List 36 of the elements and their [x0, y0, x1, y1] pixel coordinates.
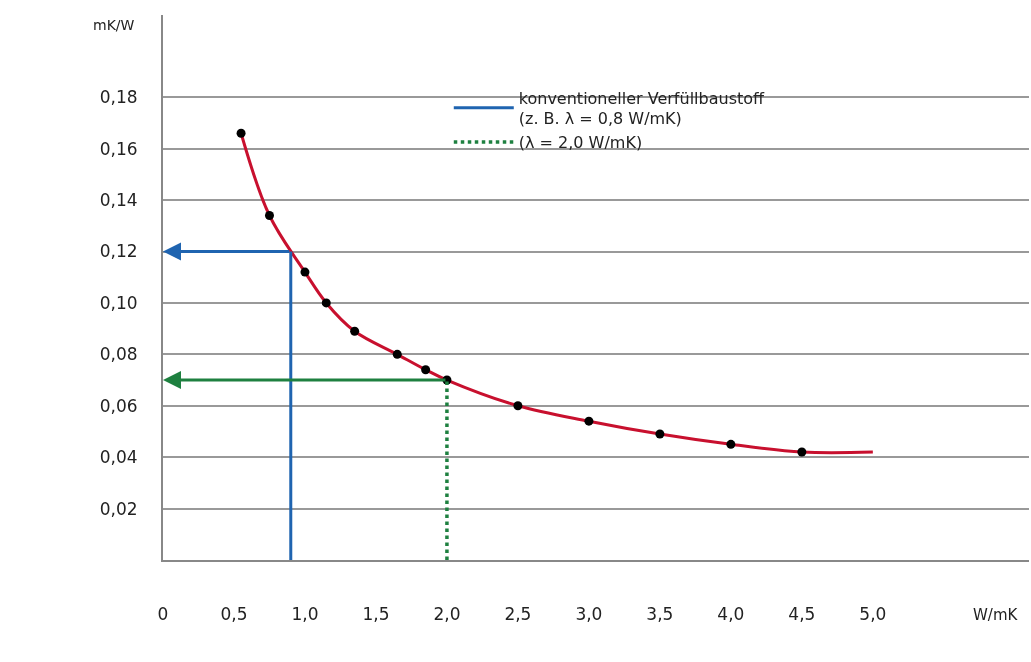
point: [300, 267, 310, 277]
x-tick-label: 3,5: [646, 604, 674, 625]
x-tick-label: 2,5: [504, 604, 532, 625]
x-tick-label: 0,5: [220, 604, 248, 625]
x-tick-label: 1,5: [362, 604, 390, 625]
y-tick-label: 0,10: [99, 292, 138, 313]
point: [726, 439, 736, 449]
y-tick-label: 0,12: [99, 241, 138, 262]
x-axis-title: W/mK: [973, 606, 1019, 624]
point: [321, 298, 331, 308]
point: [236, 128, 246, 138]
point: [392, 349, 402, 359]
x-tick-label: 4,5: [788, 604, 816, 625]
point: [264, 211, 274, 221]
point: [513, 401, 523, 411]
x-tick-label: 4,0: [717, 604, 745, 625]
point: [584, 416, 594, 426]
y-tick-label: 0,06: [99, 395, 138, 416]
y-tick-label: 0,16: [99, 138, 138, 159]
x-tick-label: 0: [157, 604, 169, 625]
y-axis-title: mK/W: [93, 17, 135, 33]
x-tick-label: 3,0: [575, 604, 603, 625]
point: [797, 447, 807, 457]
point: [421, 365, 431, 375]
point: [350, 326, 360, 336]
y-tick-label: 0,18: [99, 87, 138, 108]
y-tick-label: 0,08: [99, 344, 138, 365]
legend-label: konventioneller Verfüllbaustoff (z. B. λ = 0,8 W/mK): [518, 88, 766, 129]
y-tick-label: 0,04: [99, 447, 138, 468]
x-tick-label: 1,0: [291, 604, 319, 625]
x-tick-label: 2,0: [433, 604, 461, 625]
legend-label: (λ = 2,0 W/mK): [518, 133, 643, 153]
x-tick-label: 5,0: [859, 604, 887, 625]
y-tick-label: 0,02: [99, 498, 138, 519]
y-tick-label: 0,14: [99, 190, 138, 211]
point: [655, 429, 665, 439]
